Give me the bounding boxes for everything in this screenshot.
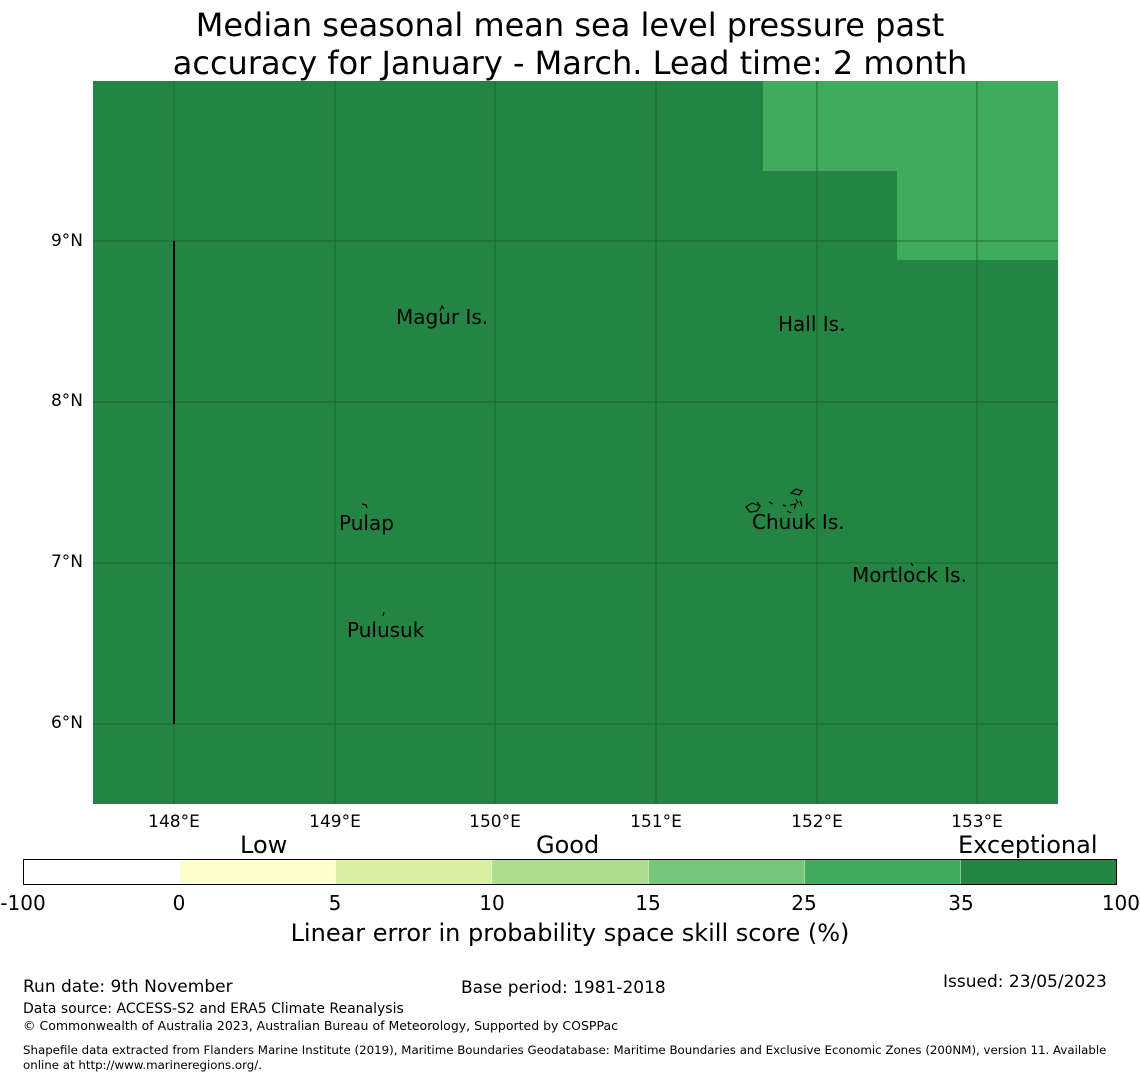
lon-tick-152e: 152°E xyxy=(791,812,843,832)
lat-tick-8n: 8°N xyxy=(50,391,83,411)
colorbar-tick-3: 5 xyxy=(328,891,342,915)
lon-tick-149e: 149°E xyxy=(309,812,361,832)
colorbar-segment-4 xyxy=(492,860,649,884)
pulap-island-shape xyxy=(361,503,368,509)
chuuk-island-shape xyxy=(745,488,803,514)
island-outlines xyxy=(361,304,914,617)
copyright-notice: © Commonwealth of Australia 2023, Austra… xyxy=(23,1018,618,1033)
colorbar-segment-6 xyxy=(804,860,961,884)
magur-island-shape xyxy=(439,304,445,312)
map-title: Median seasonal mean sea level pressure … xyxy=(0,6,1140,82)
colorbar-tick-4: 10 xyxy=(479,891,505,915)
lat-tick-7n: 7°N xyxy=(50,552,83,572)
good-skill-region xyxy=(763,81,1058,260)
shapefile-credit-line1: Shapefile data extracted from Flanders M… xyxy=(23,1043,1107,1057)
colorbar-tick-8: 100 xyxy=(1101,891,1140,915)
map-title-line1: Median seasonal mean sea level pressure … xyxy=(195,6,945,44)
place-label-pulusuk: Pulusuk xyxy=(347,618,425,642)
colorbar-tick-2: 0 xyxy=(172,891,186,915)
map-canvas xyxy=(93,81,1058,804)
lon-tick-153e: 153°E xyxy=(951,812,1003,832)
colorbar-label: Linear error in probability space skill … xyxy=(290,919,850,947)
map-title-line2: accuracy for January - March. Lead time:… xyxy=(172,44,968,82)
lon-tick-151e: 151°E xyxy=(630,812,682,832)
place-label-chuuk: Chuuk Is. xyxy=(752,510,845,534)
issued-date: Issued: 23/05/2023 xyxy=(943,972,1107,992)
place-label-hall: Hall Is. xyxy=(778,312,846,336)
place-label-pulap: Pulap xyxy=(339,511,394,535)
colorbar-segment-7 xyxy=(960,860,1116,884)
legend-category-good: Good xyxy=(536,831,600,859)
run-date: Run date: 9th November xyxy=(23,977,233,997)
data-source: Data source: ACCESS-S2 and ERA5 Climate … xyxy=(23,1001,404,1017)
colorbar-tick-1: -100 xyxy=(0,891,46,915)
place-label-magur: Magur Is. xyxy=(396,305,489,329)
legend-category-low: Low xyxy=(240,831,288,859)
base-period: Base period: 1981-2018 xyxy=(461,978,666,998)
mortlock-island-shape xyxy=(910,562,914,567)
lat-tick-9n: 9°N xyxy=(50,231,83,251)
colorbar-segment-1 xyxy=(24,860,181,884)
place-label-mortlock: Mortlock Is. xyxy=(852,563,967,587)
gridlines xyxy=(93,81,1058,804)
colorbar-tick-7: 35 xyxy=(948,891,974,915)
shapefile-credit-line2: online at http://www.marineregions.org/. xyxy=(23,1058,262,1072)
skill-map: Magur Is. Hall Is. Pulap Chuuk Is. Mortl… xyxy=(93,81,1058,804)
colorbar xyxy=(23,859,1117,885)
lat-tick-6n: 6°N xyxy=(50,713,83,733)
colorbar-segment-5 xyxy=(648,860,805,884)
pulusuk-island-shape xyxy=(382,611,385,617)
colorbar-segment-2 xyxy=(180,860,337,884)
colorbar-segment-3 xyxy=(336,860,493,884)
lon-tick-150e: 150°E xyxy=(469,812,521,832)
colorbar-tick-5: 15 xyxy=(635,891,661,915)
legend-category-exceptional: Exceptional xyxy=(958,831,1098,859)
colorbar-tick-6: 25 xyxy=(791,891,817,915)
lon-tick-148e: 148°E xyxy=(148,812,200,832)
